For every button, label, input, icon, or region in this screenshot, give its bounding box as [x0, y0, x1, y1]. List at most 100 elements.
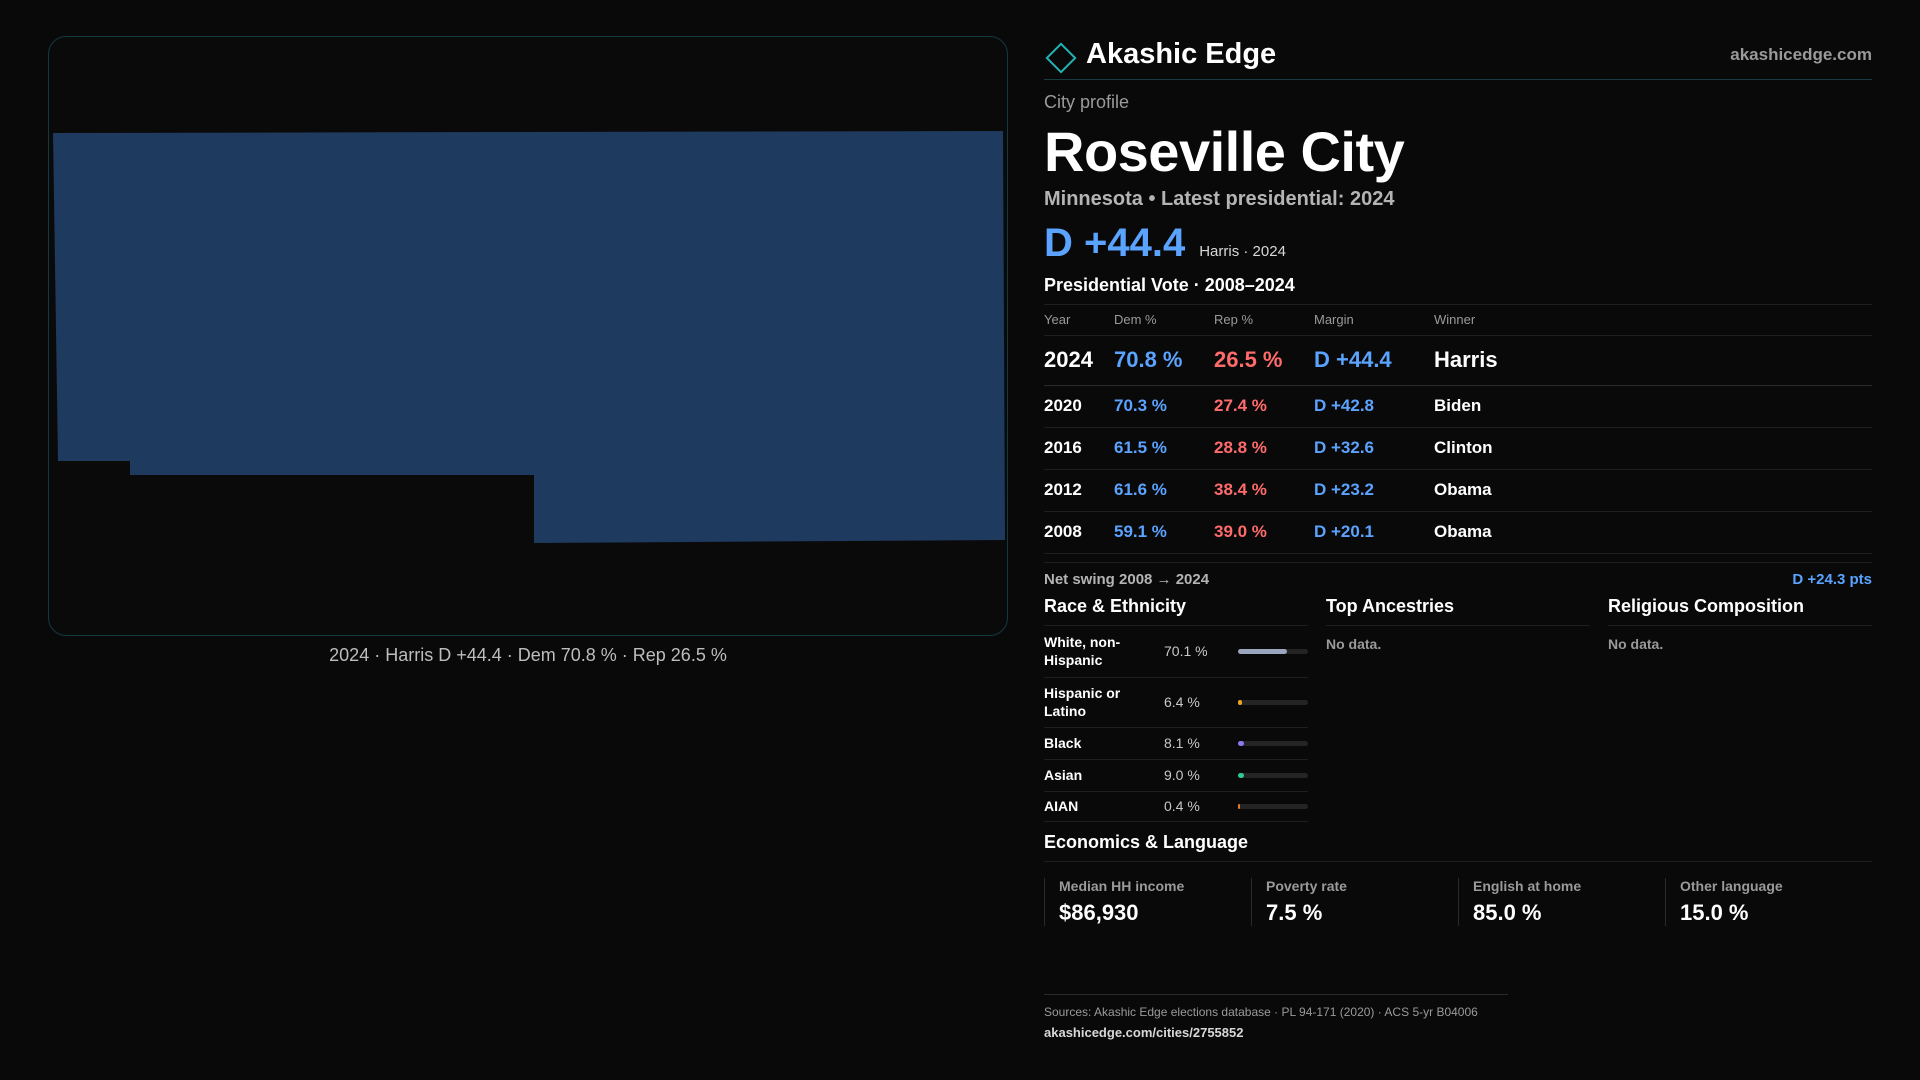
- city-map[interactable]: [49, 37, 1007, 635]
- table-row: 2012 61.6 % 38.4 % D +23.2 Obama: [1044, 469, 1872, 512]
- col-margin: Margin: [1314, 305, 1434, 336]
- race-pct: 6.4 %: [1164, 694, 1200, 710]
- cell-dem: 70.8 %: [1114, 335, 1214, 386]
- economics-title: Economics & Language: [1044, 832, 1872, 862]
- race-bar: [1238, 803, 1308, 809]
- site-url-link[interactable]: akashicedge.com: [1730, 44, 1872, 64]
- cell-dem: 61.5 %: [1114, 427, 1214, 470]
- race-row: AIAN 0.4 %: [1044, 792, 1308, 822]
- brand[interactable]: Akashic Edge: [1044, 38, 1277, 74]
- econ-label: Median HH income: [1059, 877, 1185, 894]
- cell-dem: 70.3 %: [1114, 385, 1214, 428]
- econ-value: 85.0 %: [1473, 899, 1542, 925]
- cell-winner: Obama: [1434, 511, 1872, 554]
- footer: Sources: Akashic Edge elections database…: [1044, 994, 1508, 1040]
- footer-sources: Sources: Akashic Edge elections database…: [1044, 1005, 1478, 1019]
- cell-winner: Biden: [1434, 385, 1872, 428]
- cell-winner: Harris: [1434, 335, 1872, 386]
- race-bar-fill: [1238, 740, 1244, 746]
- cell-rep: 26.5 %: [1214, 335, 1314, 386]
- cell-margin: D +44.4: [1314, 335, 1434, 386]
- latest-margin: D +44.4 Harris · 2024: [1044, 221, 1872, 267]
- profile-panel: Akashic Edge akashicedge.com City profil…: [1044, 30, 1872, 926]
- cell-margin: D +20.1: [1314, 511, 1434, 554]
- brand-name: Akashic Edge: [1086, 38, 1277, 70]
- econ-label: Other language: [1680, 877, 1783, 894]
- religion-section: Religious Composition No data.: [1608, 596, 1872, 822]
- map-caption: 2024 · Harris D +44.4 · Dem 70.8 % · Rep…: [329, 645, 727, 665]
- race-label: AIAN: [1044, 798, 1079, 814]
- econ-card-english: English at home 85.0 %: [1458, 877, 1665, 926]
- cell-margin: D +23.2: [1314, 469, 1434, 512]
- race-row: Black 8.1 %: [1044, 728, 1308, 760]
- econ-label: Poverty rate: [1266, 877, 1347, 894]
- vote-table: Year Dem % Rep % Margin Winner 2024 70.8…: [1044, 305, 1872, 554]
- cell-year: 2024: [1044, 335, 1114, 386]
- demographics: Race & Ethnicity White, non-Hispanic 70.…: [1044, 596, 1872, 822]
- col-rep: Rep %: [1214, 305, 1314, 336]
- race-row: Hispanic or Latino 6.4 %: [1044, 678, 1308, 728]
- race-pct: 9.0 %: [1164, 767, 1200, 783]
- cell-dem: 59.1 %: [1114, 511, 1214, 554]
- race-title: Race & Ethnicity: [1044, 596, 1308, 626]
- religion-title: Religious Composition: [1608, 596, 1872, 626]
- footer-permalink[interactable]: akashicedge.com/cities/2755852: [1044, 1025, 1244, 1040]
- race-section: Race & Ethnicity White, non-Hispanic 70.…: [1044, 596, 1308, 822]
- table-row: 2008 59.1 % 39.0 % D +20.1 Obama: [1044, 511, 1872, 554]
- margin-note: Harris · 2024: [1199, 243, 1286, 260]
- race-row: Asian 9.0 %: [1044, 760, 1308, 792]
- swing-value: D +24.3 pts: [1792, 570, 1872, 588]
- col-year: Year: [1044, 305, 1114, 336]
- race-bar-fill: [1238, 648, 1288, 654]
- econ-value: $86,930: [1059, 899, 1139, 925]
- race-bar-fill: [1238, 699, 1243, 705]
- diamond-logo-icon: [1045, 41, 1077, 74]
- cell-year: 2016: [1044, 427, 1114, 470]
- col-winner: Winner: [1434, 305, 1872, 336]
- table-row: 2020 70.3 % 27.4 % D +42.8 Biden: [1044, 385, 1872, 428]
- cell-rep: 28.8 %: [1214, 427, 1314, 470]
- econ-card-poverty: Poverty rate 7.5 %: [1251, 877, 1458, 926]
- ancestries-empty: No data.: [1326, 635, 1382, 652]
- race-bar-fill: [1238, 772, 1245, 778]
- table-row: 2024 70.8 % 26.5 % D +44.4 Harris: [1044, 335, 1872, 386]
- econ-card-income: Median HH income $86,930: [1044, 877, 1251, 926]
- race-label: White, non-Hispanic: [1044, 634, 1121, 668]
- page-eyebrow: City profile: [1044, 92, 1130, 112]
- race-bar: [1238, 699, 1308, 705]
- ancestries-section: Top Ancestries No data.: [1326, 596, 1590, 822]
- religion-empty: No data.: [1608, 635, 1664, 652]
- race-label: Hispanic or Latino: [1044, 685, 1121, 719]
- cell-winner: Obama: [1434, 469, 1872, 512]
- econ-label: English at home: [1473, 877, 1582, 894]
- city-boundary-shape[interactable]: [53, 131, 1005, 543]
- econ-value: 7.5 %: [1266, 899, 1323, 925]
- econ-value: 15.0 %: [1680, 899, 1749, 925]
- economics-grid: Median HH income $86,930 Poverty rate 7.…: [1044, 877, 1872, 926]
- race-label: Asian: [1044, 767, 1083, 783]
- cell-rep: 38.4 %: [1214, 469, 1314, 512]
- vote-section-title: Presidential Vote · 2008–2024: [1044, 275, 1872, 305]
- race-bar-fill: [1238, 803, 1240, 809]
- cell-rep: 27.4 %: [1214, 385, 1314, 428]
- race-pct: 70.1 %: [1164, 643, 1208, 659]
- col-dem: Dem %: [1114, 305, 1214, 336]
- race-pct: 8.1 %: [1164, 735, 1200, 751]
- net-swing: Net swing 2008 → 2024 D +24.3 pts: [1044, 561, 1872, 588]
- cell-year: 2020: [1044, 385, 1114, 428]
- table-row: 2016 61.5 % 28.8 % D +32.6 Clinton: [1044, 427, 1872, 470]
- cell-margin: D +32.6: [1314, 427, 1434, 470]
- map-panel[interactable]: [48, 36, 1008, 636]
- cell-dem: 61.6 %: [1114, 469, 1214, 512]
- ancestries-title: Top Ancestries: [1326, 596, 1590, 626]
- race-bar: [1238, 648, 1308, 654]
- race-bar: [1238, 772, 1308, 778]
- cell-margin: D +42.8: [1314, 385, 1434, 428]
- race-label: Black: [1044, 735, 1082, 751]
- econ-card-other-language: Other language 15.0 %: [1665, 877, 1872, 926]
- race-pct: 0.4 %: [1164, 798, 1200, 814]
- race-bar: [1238, 740, 1308, 746]
- page-subtitle: Minnesota • Latest presidential: 2024: [1044, 188, 1395, 210]
- cell-year: 2012: [1044, 469, 1114, 512]
- swing-label: Net swing 2008 → 2024: [1044, 570, 1210, 588]
